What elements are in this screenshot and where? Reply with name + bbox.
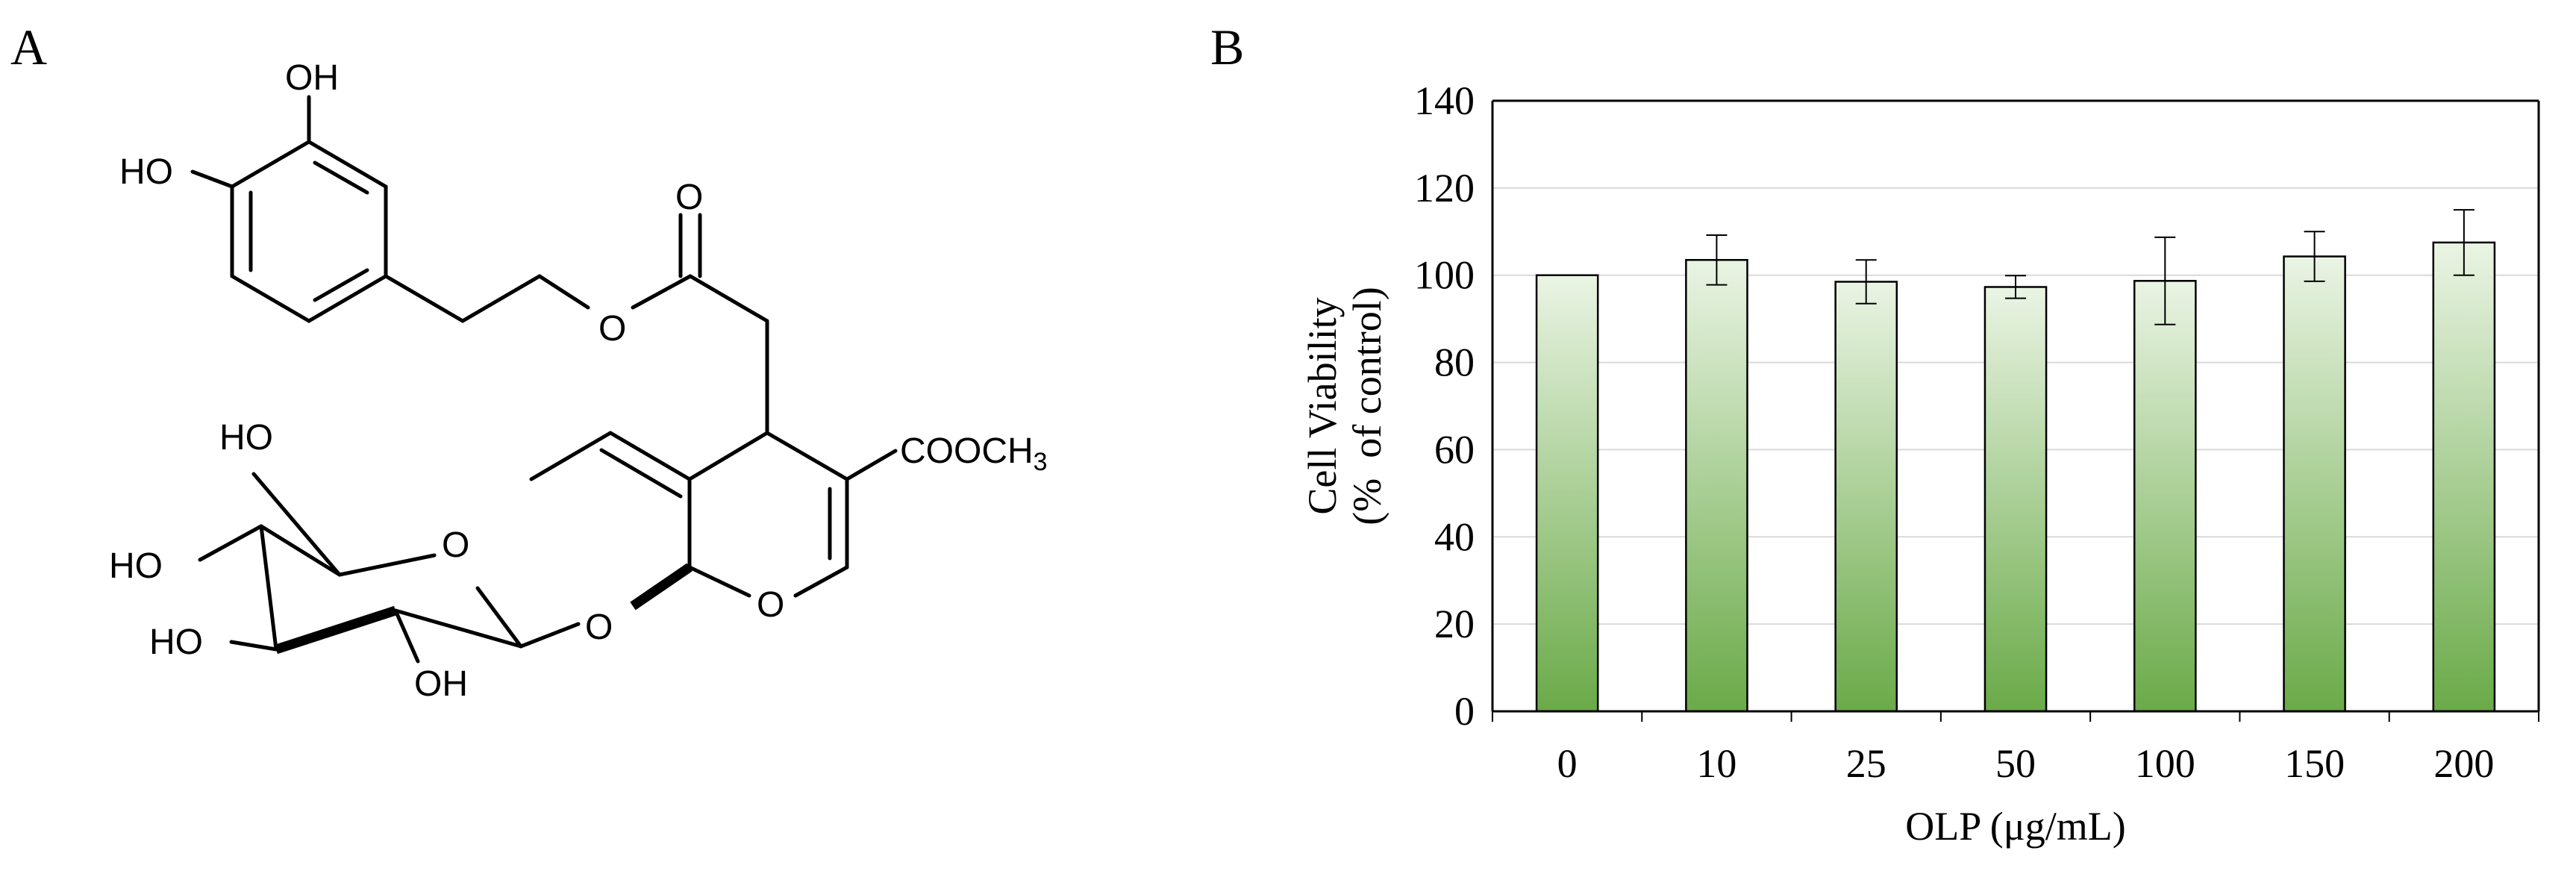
bar [1983,286,2048,713]
y-tick-label: 0 [1454,689,1475,734]
y-axis-label-line2: (% of control) [1345,287,1389,525]
panel-b-label: B [1210,19,1244,75]
y-tick-label: 120 [1414,166,1475,210]
ho-ch2-label: HO [219,418,273,458]
pyran-o-label: O [757,585,784,625]
y-axis-label: Cell Viability (% of control) [1300,287,1389,525]
x-tick-label: 150 [2284,741,2345,786]
panel-a-label: A [10,19,47,75]
x-tick-label: 0 [1557,741,1578,786]
ester-group-label: COOCH3 [900,431,1048,476]
y-tick-label: 60 [1434,427,1475,472]
carbonyl-o-label: O [675,178,703,217]
y-tick-label: 40 [1434,514,1475,559]
bar [1834,281,1898,713]
x-tick-label: 25 [1846,741,1886,786]
glycosidic-o-label: O [585,608,613,647]
ho-sugar-c3-label: HO [149,622,203,662]
bar [2432,241,2496,713]
x-tick-labels: 0 10 25 50 100 150 200 [1557,741,2495,786]
bar [2133,280,2197,713]
chemical-structure: A [10,19,1048,704]
y-axis-label-line1: Cell Viability [1300,297,1345,514]
error-bars [1706,209,2475,325]
bar-chart: B 0 20 40 60 80 100 120 140 0 10 25 50 100 150 200 OL… [1210,19,2540,849]
bar [2283,255,2346,713]
y-tick-label: 140 [1414,78,1475,123]
bars [1535,241,2496,713]
oh-top-label: OH [285,58,339,98]
atom-labels: OH HO O O HO O HO HO OH O O COOCH3 [109,58,1048,704]
x-axis-label: OLP (μg/mL) [1905,804,2125,849]
x-tick-label: 10 [1696,741,1736,786]
y-tick-label: 20 [1434,602,1475,646]
sugar-ring-o-label: O [442,525,469,565]
x-tick-label: 100 [2135,741,2195,786]
y-tick-labels: 0 20 40 60 80 100 120 140 [1414,78,1475,734]
bar [1685,259,1748,713]
ester-o-label: O [598,309,626,349]
x-tick-label: 50 [1995,741,2036,786]
y-tick-label: 80 [1434,340,1475,385]
molecule-bonds [190,95,898,664]
ho-sugar-c4-label: HO [109,546,163,586]
x-tick-label: 200 [2433,741,2494,786]
axes [1491,99,2540,722]
ho-left-label: HO [119,152,173,192]
ester-group-main: COOCH [900,431,1034,471]
oh-sugar-c2-label: OH [414,664,468,704]
ester-group-subscript: 3 [1034,448,1048,476]
bar [1535,274,1599,713]
wedge-bonds [274,563,693,655]
y-tick-label: 100 [1414,253,1475,298]
